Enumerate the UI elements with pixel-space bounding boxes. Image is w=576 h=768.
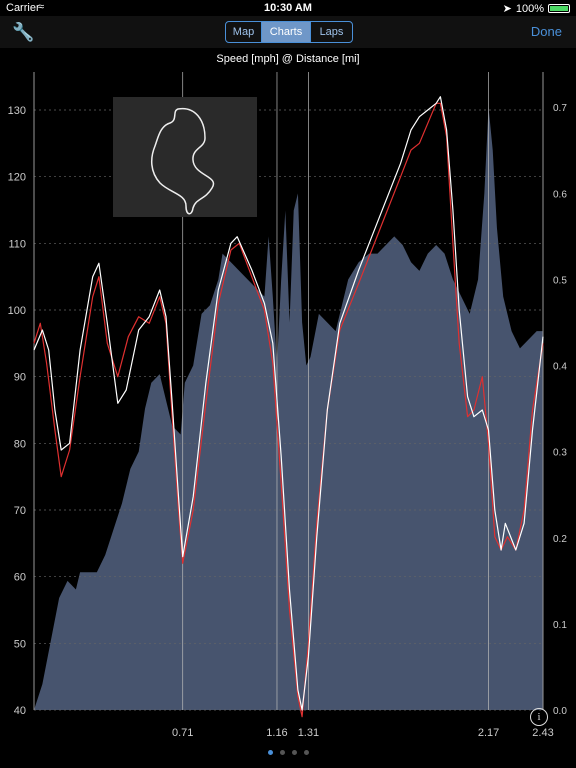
tab-laps[interactable]: Laps — [310, 22, 352, 42]
view-segmented-control[interactable]: Map Charts Laps — [225, 21, 353, 43]
y-tick-label: 100 — [8, 305, 26, 317]
done-button[interactable]: Done — [530, 24, 562, 39]
x-tick-label: 0.71 — [172, 727, 193, 739]
y-tick-label: 50 — [14, 638, 26, 650]
track-minimap — [113, 97, 257, 217]
page-dot[interactable] — [303, 750, 309, 755]
info-icon[interactable]: i — [530, 708, 548, 726]
x-tick-label: 2.17 — [478, 727, 499, 739]
status-bar: Carrier ≈ 10:30 AM ➤ 100% — [0, 0, 576, 16]
y-tick-label: 90 — [14, 372, 26, 384]
y-tick-label: 80 — [14, 438, 26, 450]
y-tick-label: 120 — [8, 172, 26, 184]
y-tick-label: 40 — [14, 705, 26, 717]
page-indicator[interactable] — [0, 750, 576, 755]
page-dot[interactable] — [279, 750, 285, 755]
chart-title: Speed [mph] @ Distance [mi] — [216, 53, 360, 65]
y2-tick-label: 0.2 — [553, 534, 567, 545]
y-tick-label: 110 — [8, 238, 26, 250]
clock: 10:30 AM — [264, 2, 312, 14]
y-tick-label: 130 — [8, 105, 26, 117]
tab-charts[interactable]: Charts — [261, 22, 310, 42]
speed-distance-chart[interactable]: 40 50 60 70 80 90 100 110 120 130 0.0 0.1 0.2 0.3 0.4 0… — [0, 48, 576, 753]
tab-map[interactable]: Map — [232, 26, 255, 38]
y2-tick-label: 0.4 — [553, 362, 567, 373]
y2-tick-label: 0.6 — [553, 189, 567, 200]
location-icon: ➤ — [502, 3, 512, 15]
x-tick-label: 2.43 — [532, 727, 553, 739]
y2-tick-label: 0.7 — [553, 103, 567, 114]
speed-line-series-2 — [33, 96, 544, 711]
track-outline — [150, 107, 215, 215]
wifi-icon: ≈ — [38, 1, 45, 13]
y2-tick-label: 0.1 — [553, 620, 567, 631]
page-dot[interactable] — [291, 750, 297, 755]
area-series — [34, 107, 543, 710]
x-tick-label: 1.16 — [266, 727, 287, 739]
page-dot[interactable] — [267, 750, 273, 755]
y2-tick-label: 0.3 — [553, 448, 567, 459]
battery-percent: 100% — [515, 2, 544, 15]
y2-tick-label: 0.0 — [553, 706, 567, 717]
carrier-label: Carrier — [6, 2, 40, 14]
battery-icon — [548, 4, 570, 13]
y2-tick-label: 0.5 — [553, 275, 567, 286]
nav-bar: 🔧 Map Charts Laps Done — [0, 16, 576, 48]
y-tick-label: 60 — [14, 572, 26, 584]
wrench-icon[interactable]: 🔧 — [12, 22, 35, 42]
x-tick-label: 1.31 — [298, 727, 319, 739]
y-tick-label: 70 — [14, 505, 26, 517]
